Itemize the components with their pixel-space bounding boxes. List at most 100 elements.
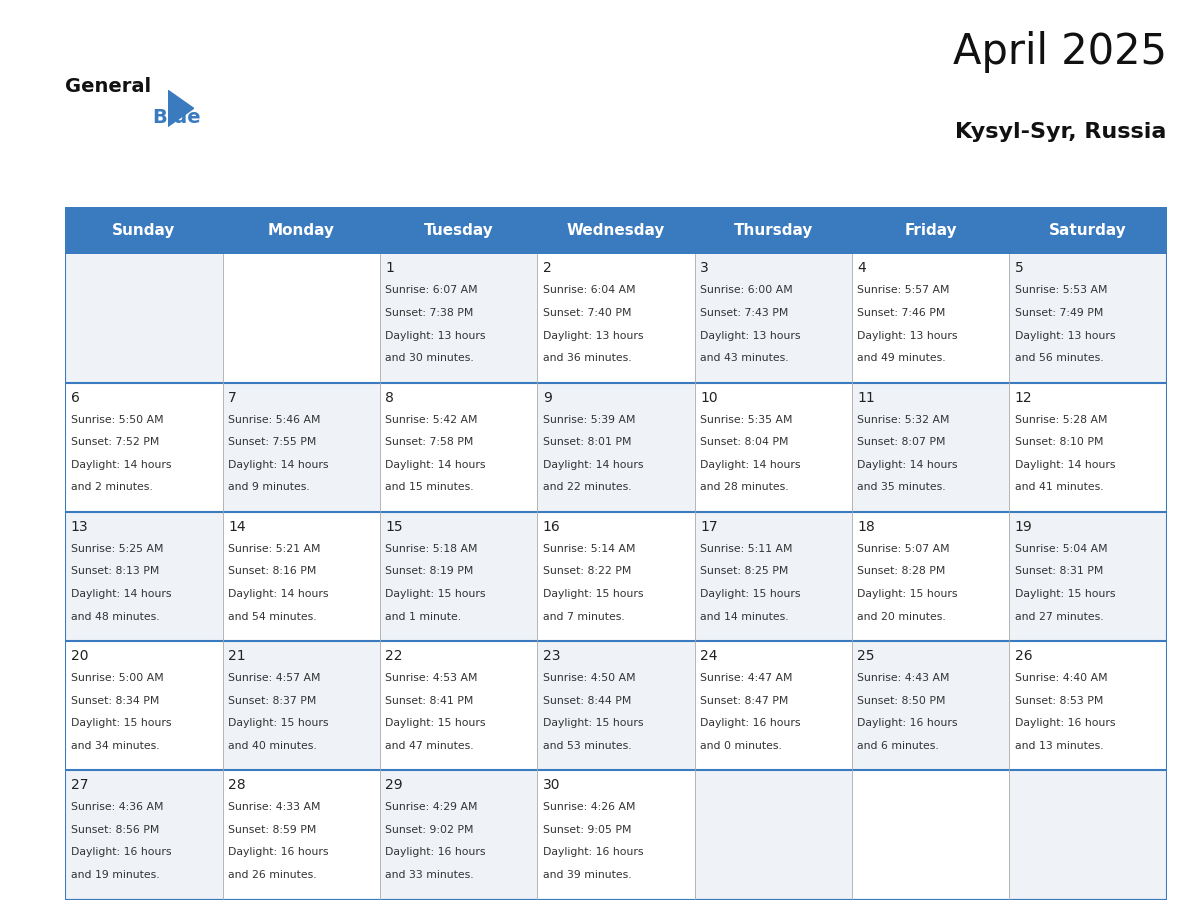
Text: Tuesday: Tuesday: [424, 223, 493, 238]
Text: 27: 27: [71, 778, 88, 792]
Text: Sunrise: 5:28 AM: Sunrise: 5:28 AM: [1015, 415, 1107, 424]
Text: Daylight: 15 hours: Daylight: 15 hours: [71, 718, 171, 728]
Text: 16: 16: [543, 520, 561, 533]
Text: and 14 minutes.: and 14 minutes.: [700, 611, 789, 621]
Text: 9: 9: [543, 391, 551, 405]
Text: Daylight: 15 hours: Daylight: 15 hours: [543, 589, 644, 599]
Text: and 48 minutes.: and 48 minutes.: [71, 611, 159, 621]
Text: Sunrise: 5:50 AM: Sunrise: 5:50 AM: [71, 415, 164, 424]
Text: 15: 15: [385, 520, 403, 533]
Text: Sunset: 8:59 PM: Sunset: 8:59 PM: [228, 824, 316, 834]
Bar: [537, 383, 695, 512]
Text: and 30 minutes.: and 30 minutes.: [385, 353, 474, 364]
Bar: [852, 770, 1010, 900]
Bar: [380, 642, 537, 770]
Text: 19: 19: [1015, 520, 1032, 533]
Text: Sunrise: 6:00 AM: Sunrise: 6:00 AM: [700, 285, 792, 296]
Bar: [65, 207, 222, 253]
Text: Sunrise: 5:11 AM: Sunrise: 5:11 AM: [700, 543, 792, 554]
Bar: [695, 642, 852, 770]
Bar: [852, 383, 1010, 512]
Text: Daylight: 13 hours: Daylight: 13 hours: [385, 330, 486, 341]
Text: and 19 minutes.: and 19 minutes.: [71, 870, 159, 880]
Text: and 6 minutes.: and 6 minutes.: [858, 741, 940, 751]
Bar: [222, 383, 380, 512]
Bar: [537, 770, 695, 900]
Text: 24: 24: [700, 649, 718, 663]
Text: Wednesday: Wednesday: [567, 223, 665, 238]
Text: Daylight: 15 hours: Daylight: 15 hours: [228, 718, 329, 728]
Text: Daylight: 16 hours: Daylight: 16 hours: [1015, 718, 1116, 728]
Text: and 39 minutes.: and 39 minutes.: [543, 870, 632, 880]
Text: Sunset: 8:37 PM: Sunset: 8:37 PM: [228, 696, 316, 706]
Text: and 7 minutes.: and 7 minutes.: [543, 611, 625, 621]
Text: 22: 22: [385, 649, 403, 663]
Text: Sunrise: 5:25 AM: Sunrise: 5:25 AM: [71, 543, 163, 554]
Text: Daylight: 14 hours: Daylight: 14 hours: [1015, 460, 1116, 470]
Bar: [222, 642, 380, 770]
Text: Daylight: 16 hours: Daylight: 16 hours: [700, 718, 801, 728]
Bar: [222, 770, 380, 900]
Text: and 22 minutes.: and 22 minutes.: [543, 482, 632, 492]
Text: Daylight: 16 hours: Daylight: 16 hours: [385, 847, 486, 857]
Bar: [65, 253, 222, 383]
Text: Sunset: 7:58 PM: Sunset: 7:58 PM: [385, 437, 474, 447]
Text: Sunset: 8:22 PM: Sunset: 8:22 PM: [543, 566, 631, 577]
Text: Daylight: 15 hours: Daylight: 15 hours: [385, 589, 486, 599]
Bar: [695, 770, 852, 900]
Bar: [852, 253, 1010, 383]
Bar: [537, 207, 695, 253]
Text: Daylight: 14 hours: Daylight: 14 hours: [71, 589, 171, 599]
Text: Sunrise: 6:07 AM: Sunrise: 6:07 AM: [385, 285, 478, 296]
Text: 26: 26: [1015, 649, 1032, 663]
Text: and 53 minutes.: and 53 minutes.: [543, 741, 632, 751]
Text: and 40 minutes.: and 40 minutes.: [228, 741, 317, 751]
Text: Sunrise: 5:04 AM: Sunrise: 5:04 AM: [1015, 543, 1107, 554]
Text: Daylight: 16 hours: Daylight: 16 hours: [543, 847, 644, 857]
Text: Daylight: 15 hours: Daylight: 15 hours: [858, 589, 958, 599]
Bar: [695, 383, 852, 512]
Text: and 36 minutes.: and 36 minutes.: [543, 353, 632, 364]
Text: April 2025: April 2025: [953, 31, 1167, 73]
Text: Sunrise: 4:26 AM: Sunrise: 4:26 AM: [543, 802, 636, 812]
Bar: [852, 207, 1010, 253]
Text: and 0 minutes.: and 0 minutes.: [700, 741, 782, 751]
Text: Sunrise: 5:46 AM: Sunrise: 5:46 AM: [228, 415, 321, 424]
Text: 25: 25: [858, 649, 876, 663]
Text: Sunset: 8:19 PM: Sunset: 8:19 PM: [385, 566, 474, 577]
Text: and 47 minutes.: and 47 minutes.: [385, 741, 474, 751]
Text: Sunrise: 4:40 AM: Sunrise: 4:40 AM: [1015, 673, 1107, 683]
Text: Sunrise: 4:43 AM: Sunrise: 4:43 AM: [858, 673, 950, 683]
Text: Sunset: 8:47 PM: Sunset: 8:47 PM: [700, 696, 789, 706]
Text: Sunrise: 4:50 AM: Sunrise: 4:50 AM: [543, 673, 636, 683]
Text: Sunrise: 5:35 AM: Sunrise: 5:35 AM: [700, 415, 792, 424]
Bar: [695, 253, 852, 383]
Text: Daylight: 16 hours: Daylight: 16 hours: [228, 847, 329, 857]
Text: Sunrise: 5:42 AM: Sunrise: 5:42 AM: [385, 415, 478, 424]
Text: 7: 7: [228, 391, 236, 405]
Bar: [65, 770, 222, 900]
Bar: [380, 207, 537, 253]
Text: Sunrise: 5:32 AM: Sunrise: 5:32 AM: [858, 415, 950, 424]
Text: Sunset: 7:38 PM: Sunset: 7:38 PM: [385, 308, 474, 318]
Text: Sunrise: 5:07 AM: Sunrise: 5:07 AM: [858, 543, 950, 554]
Text: Daylight: 15 hours: Daylight: 15 hours: [543, 718, 644, 728]
Text: Daylight: 13 hours: Daylight: 13 hours: [700, 330, 801, 341]
Bar: [537, 512, 695, 642]
Bar: [65, 512, 222, 642]
Text: Sunset: 8:10 PM: Sunset: 8:10 PM: [1015, 437, 1104, 447]
Bar: [380, 770, 537, 900]
Text: Daylight: 15 hours: Daylight: 15 hours: [700, 589, 801, 599]
Text: and 35 minutes.: and 35 minutes.: [858, 482, 946, 492]
Text: Sunset: 8:50 PM: Sunset: 8:50 PM: [858, 696, 946, 706]
Text: Sunrise: 4:53 AM: Sunrise: 4:53 AM: [385, 673, 478, 683]
Bar: [65, 642, 222, 770]
Text: Sunday: Sunday: [113, 223, 176, 238]
Text: 20: 20: [71, 649, 88, 663]
Text: General: General: [65, 77, 151, 96]
Text: 5: 5: [1015, 262, 1024, 275]
Bar: [695, 512, 852, 642]
Text: Sunrise: 5:21 AM: Sunrise: 5:21 AM: [228, 543, 321, 554]
Text: Sunset: 8:16 PM: Sunset: 8:16 PM: [228, 566, 316, 577]
Text: and 2 minutes.: and 2 minutes.: [71, 482, 152, 492]
